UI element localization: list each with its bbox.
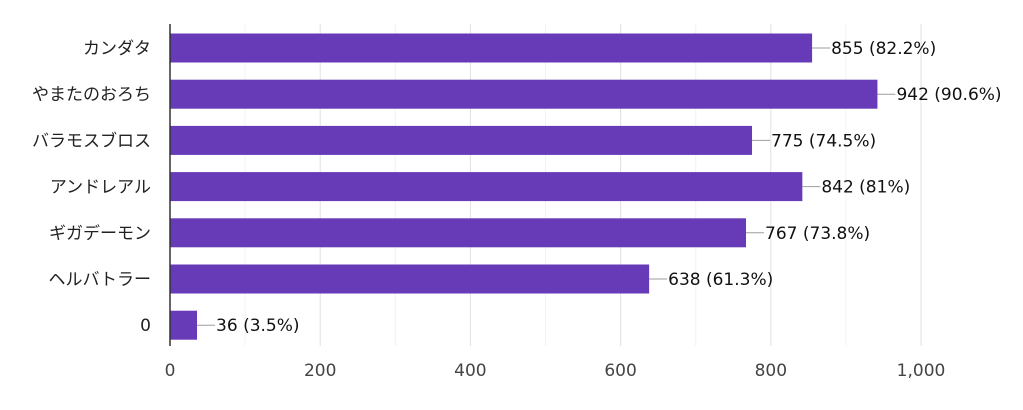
x-tick-label: 600 [604, 361, 636, 381]
category-label: カンダタ [83, 39, 151, 59]
category-label: ギガデーモン [49, 223, 151, 244]
x-tick-labels: 0 200 400 600 800 1,000 [165, 361, 946, 381]
x-tick-label: 400 [454, 361, 486, 381]
bar [170, 125, 753, 155]
bar [170, 33, 813, 63]
bars [170, 33, 878, 340]
data-label: 942 (90.6%) [896, 85, 1001, 105]
category-label: バラモスブロス [32, 130, 151, 151]
category-label: アンドレアル [50, 178, 151, 198]
data-label: 842 (81%) [821, 178, 910, 198]
data-label: 767 (73.8%) [765, 224, 870, 244]
data-label: 855 (82.2%) [831, 39, 936, 59]
x-tick-label: 200 [304, 361, 336, 381]
bar [170, 310, 198, 340]
x-tick-label: 1,000 [897, 361, 946, 381]
category-label: やまたのおろち [32, 85, 151, 105]
bar [170, 172, 803, 202]
data-labels: 855 (82.2%) 942 (90.6%) 775 (74.5%) 842 (81… [216, 39, 1002, 336]
bar [170, 264, 650, 294]
category-label: 0 [140, 316, 151, 336]
data-label: 775 (74.5%) [771, 131, 876, 151]
category-label: ヘルバトラー [48, 270, 151, 290]
data-label: 36 (3.5%) [216, 316, 300, 336]
x-tick-label: 0 [165, 361, 176, 381]
data-label-leaders [197, 47, 896, 326]
x-tick-label: 800 [755, 361, 787, 381]
data-label: 638 (61.3%) [668, 270, 773, 290]
bar [170, 79, 878, 109]
bar [170, 218, 747, 248]
